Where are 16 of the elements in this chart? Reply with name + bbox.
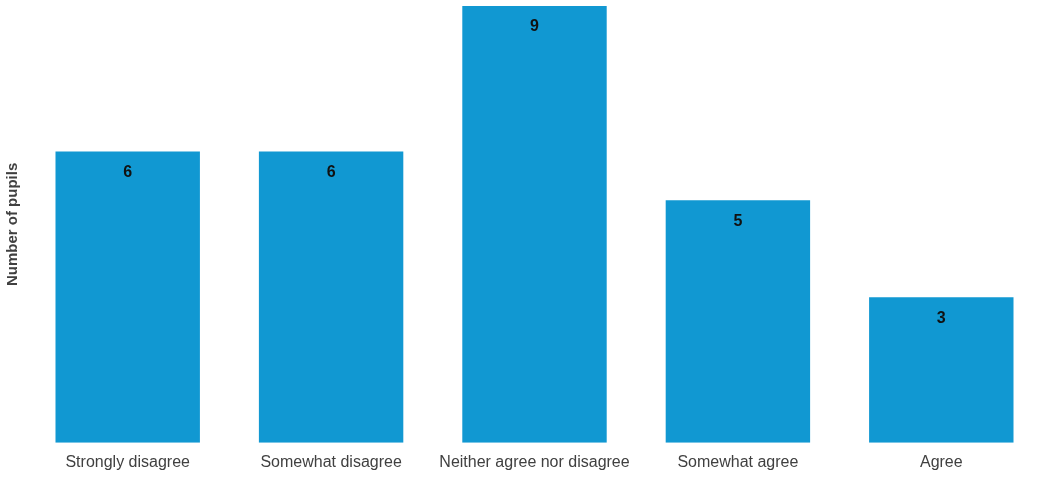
x-tick-label: Neither agree nor disagree	[439, 452, 630, 470]
x-tick-label: Agree	[919, 452, 963, 470]
y-axis-title: Number of pupils	[3, 162, 21, 287]
bar	[258, 151, 404, 443]
data-label: 3	[936, 308, 946, 326]
data-label: 9	[530, 17, 540, 35]
data-label: 6	[123, 163, 133, 181]
x-tick-label: Somewhat agree	[677, 452, 799, 470]
x-tick-label: Somewhat disagree	[260, 452, 402, 470]
data-label: 6	[326, 163, 336, 181]
data-label: 5	[733, 211, 743, 229]
bar	[869, 297, 1014, 443]
bar	[55, 151, 200, 443]
bar	[665, 200, 811, 443]
bar	[462, 6, 607, 443]
x-tick-label: Strongly disagree	[65, 452, 191, 470]
